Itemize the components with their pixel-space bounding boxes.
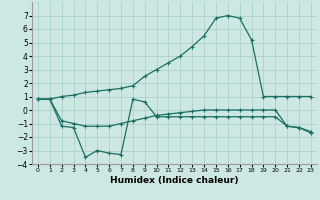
X-axis label: Humidex (Indice chaleur): Humidex (Indice chaleur) (110, 176, 239, 185)
